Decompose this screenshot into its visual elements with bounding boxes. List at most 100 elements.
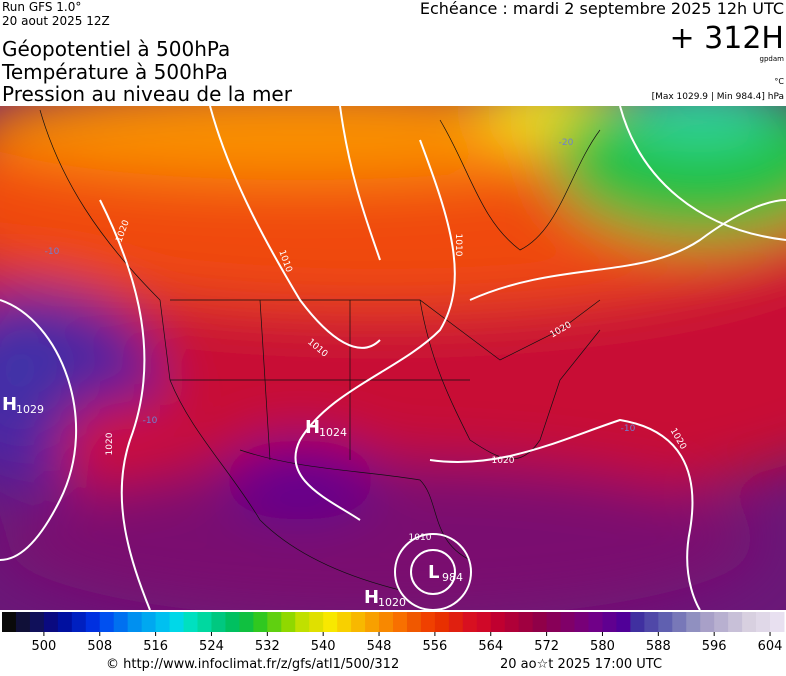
colorbar-swatch	[43, 612, 59, 632]
colorbar-swatch	[756, 612, 771, 632]
colorbar-swatch	[169, 612, 185, 632]
colorbar-swatch	[532, 612, 548, 632]
colorbar-swatch	[588, 612, 603, 632]
title-line: Température à 500hPa	[1, 60, 228, 84]
pressure-center-type: L	[428, 562, 439, 583]
colorbar-swatch	[518, 612, 534, 632]
colorbar-swatch	[127, 612, 143, 632]
pressure-center-value: 984	[442, 571, 463, 584]
colorbar-tick-label: 548	[367, 639, 392, 654]
colorbar-swatch	[420, 612, 436, 632]
colorbar-swatch	[742, 612, 757, 632]
pressure-center-value: 1020	[378, 596, 406, 609]
colorbar-swatch	[113, 612, 129, 632]
title-line: Pression au niveau de la mer	[2, 82, 293, 106]
isobar-label: 1010	[409, 533, 432, 543]
colorbar-swatch	[616, 612, 631, 632]
colorbar-swatch	[672, 612, 687, 632]
colorbar-swatch	[29, 612, 45, 632]
colorbar-tick-label: 596	[702, 639, 727, 654]
colorbar-swatch	[323, 612, 338, 632]
colorbar-swatch	[476, 612, 492, 632]
colorbar-swatch	[462, 612, 478, 632]
colorbar-swatch	[560, 612, 576, 632]
isobar-label: 1010	[453, 234, 463, 257]
run-label: Run GFS 1.0°	[2, 0, 81, 14]
colorbar-tick-label: 500	[31, 639, 56, 654]
pressure-center-type: H	[364, 587, 379, 608]
colorbar-swatch	[155, 612, 171, 632]
pressure-center-value: 1029	[16, 403, 44, 416]
colorbar-swatch	[546, 612, 562, 632]
colorbar-tick-label: 588	[646, 639, 671, 654]
colorbar-swatch	[365, 612, 380, 632]
colorbar-swatch	[686, 612, 701, 632]
colorbar-swatch	[434, 612, 450, 632]
colorbar-swatch	[337, 612, 352, 632]
colorbar-swatch	[644, 612, 659, 632]
colorbar-tick-label: 524	[199, 639, 224, 654]
colorbar-swatch	[239, 612, 254, 632]
colorbar-tick-label: 564	[478, 639, 503, 654]
isobar-label: 1020	[492, 456, 515, 466]
colorbar-swatch	[728, 612, 743, 632]
temperature-label: -10	[621, 424, 636, 434]
pressure-center-value: 1024	[319, 426, 347, 439]
colorbar-swatch	[351, 612, 366, 632]
unit-geopotential: gpdam	[760, 55, 785, 63]
colorbar-swatch	[630, 612, 645, 632]
colorbar-swatch	[253, 612, 268, 632]
colorbar-tick-label: 556	[422, 639, 447, 654]
colorbar-swatch	[602, 612, 617, 632]
pressure-center-type: H	[2, 394, 17, 415]
colorbar-swatch	[490, 612, 506, 632]
temperature-label: -10	[45, 247, 60, 257]
colorbar-swatch	[141, 612, 157, 632]
colorbar-swatch	[295, 612, 310, 632]
colorbar-tick-label: 540	[311, 639, 336, 654]
colorbar-swatch	[211, 612, 226, 632]
colorbar-swatch	[504, 612, 520, 632]
isobar-label: 1020	[105, 432, 115, 455]
colorbar-tick-label: 604	[758, 639, 783, 654]
colorbar-swatch	[714, 612, 729, 632]
title-line: Géopotentiel à 500hPa	[2, 37, 230, 61]
colorbar-tick-label: 572	[534, 639, 559, 654]
lead-time: + 312H	[670, 21, 785, 56]
colorbar-swatch	[770, 612, 785, 632]
colorbar-swatch	[15, 612, 31, 632]
colorbar: 500 508 516 524 532 540 548 556 564 572 580 588 596 6…	[2, 612, 785, 654]
colorbar-swatch	[99, 612, 115, 632]
colorbar-swatch	[309, 612, 324, 632]
valid-time: Echéance : mardi 2 septembre 2025 12h UT…	[420, 0, 784, 18]
colorbar-tick-label: 508	[87, 639, 112, 654]
colorbar-swatch	[379, 612, 394, 632]
colorbar-swatch	[448, 612, 464, 632]
colorbar-swatch	[281, 612, 296, 632]
colorbar-swatch	[197, 612, 212, 632]
colorbar-swatch	[267, 612, 282, 632]
colorbar-tick-label: 532	[255, 639, 280, 654]
colorbar-swatch	[574, 612, 589, 632]
colorbar-swatch	[85, 612, 101, 632]
colorbar-swatch	[406, 612, 422, 632]
colorbar-swatch	[658, 612, 673, 632]
colorbar-swatch	[225, 612, 240, 632]
source-url: © http://www.infoclimat.fr/z/gfs/atl1/50…	[106, 657, 399, 672]
colorbar-swatch	[700, 612, 715, 632]
generated-time: 20 ao☆t 2025 17:00 UTC	[500, 657, 662, 672]
run-date: 20 aout 2025 12Z	[2, 14, 110, 28]
unit-temperature: °C	[774, 77, 784, 86]
pressure-range: [Max 1029.9 | Min 984.4] hPa	[652, 92, 784, 102]
temperature-label: -20	[559, 138, 574, 148]
colorbar-swatch	[183, 612, 198, 632]
colorbar-swatch	[57, 612, 73, 632]
colorbar-swatch	[393, 612, 408, 632]
colorbar-tick-label: 580	[590, 639, 615, 654]
colorbar-tick-label: 516	[143, 639, 168, 654]
colorbar-swatch	[2, 612, 17, 632]
pressure-center-type: H	[305, 417, 320, 438]
